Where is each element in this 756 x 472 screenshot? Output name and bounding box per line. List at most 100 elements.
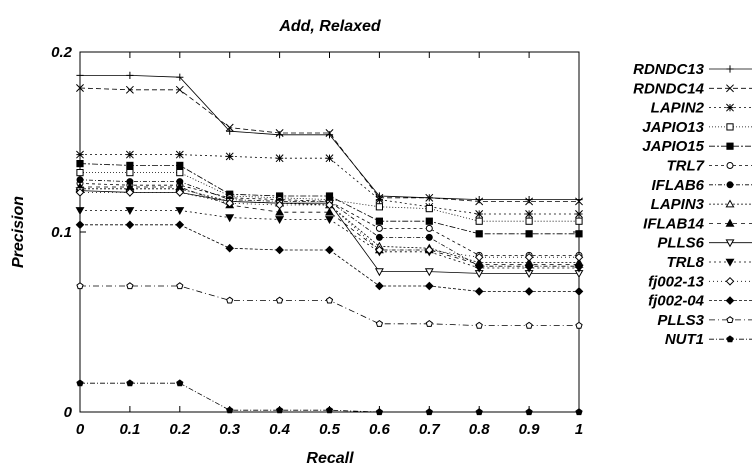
legend-marker: [726, 181, 734, 189]
series-line-plls3: [80, 285, 579, 327]
data-point-lapin2: [375, 195, 384, 204]
legend-marker: [725, 258, 735, 267]
data-point-nut1: [525, 408, 533, 416]
legend-marker: [726, 316, 734, 323]
data-point-lapin2: [325, 154, 334, 163]
data-point-fj002-04: [125, 220, 135, 230]
data-point-plls3: [176, 282, 184, 290]
data-point-iflab6: [425, 233, 433, 241]
legend-label: RDNDC14: [633, 80, 705, 97]
legend-item-japio15: JAPIO15: [642, 138, 752, 155]
data-point-rdndc13: [76, 71, 84, 79]
legend-item-lapin2: LAPIN2: [651, 100, 752, 117]
data-point-nut1: [475, 408, 483, 416]
legend-item-plls6: PLLS6: [657, 235, 752, 252]
data-point-japio13: [375, 203, 383, 211]
legend-item-nut1: NUT1: [665, 331, 752, 348]
data-point-rdndc14: [175, 85, 184, 94]
legend-label: PLLS6: [657, 235, 704, 252]
data-point-fj002-13: [75, 188, 85, 197]
data-point-plls6: [424, 268, 434, 277]
legend-marker: [725, 296, 735, 305]
series-japio15: [76, 160, 583, 238]
legend-item-japio13: JAPIO13: [642, 119, 752, 136]
data-point-plls3: [475, 321, 483, 329]
legend-marker: [726, 142, 734, 150]
data-point-trl8: [574, 264, 584, 273]
data-point-japio13: [126, 169, 134, 177]
data-point-japio15: [475, 230, 483, 238]
legend-item-trl7: TRL7: [667, 158, 752, 175]
data-point-japio13: [575, 217, 583, 225]
legend-item-lapin3: LAPIN3: [651, 196, 752, 213]
data-point-trl7: [425, 224, 433, 232]
series-fj002-04: [75, 220, 584, 296]
data-point-japio15: [126, 161, 134, 170]
legend: RDNDC13 RDNDC14 LAPIN2 JAPIO13 JAPIO15 TRL7 IF…: [633, 61, 752, 348]
data-point-iflab6: [375, 233, 383, 241]
x-tick-label: 0.9: [519, 421, 541, 438]
legend-marker: [726, 123, 734, 131]
chart-title: Add, Relaxed: [278, 18, 382, 35]
legend-item-iflab6: IFLAB6: [652, 177, 752, 194]
data-point-iflab14: [325, 207, 334, 216]
series-line-iflab14: [80, 186, 579, 265]
legend-marker: [726, 65, 734, 73]
legend-marker: [726, 103, 734, 112]
y-axis-label: Precision: [10, 196, 27, 268]
x-tick-label: 0.2: [169, 421, 191, 438]
data-point-nut1: [575, 408, 583, 416]
series-nut1: [76, 379, 583, 416]
data-point-iflab6: [76, 176, 84, 184]
x-tick-label: 0.8: [469, 421, 491, 438]
data-point-trl8: [125, 207, 135, 216]
data-point-japio13: [475, 217, 483, 225]
data-point-fj002-13: [325, 200, 334, 210]
legend-label: fj002-13: [648, 273, 705, 290]
x-tick-label: 0.5: [319, 421, 341, 438]
legend-label: TRL7: [667, 158, 705, 175]
data-point-rdndc14: [275, 129, 284, 137]
y-axis: 0 0.1 0.2: [51, 44, 579, 421]
data-point-trl8: [225, 214, 235, 223]
y-tick-label: 0: [64, 404, 73, 421]
data-point-trl8: [524, 264, 534, 273]
data-point-fj002-13: [275, 200, 284, 210]
legend-label: JAPIO13: [642, 119, 704, 136]
legend-marker: [725, 199, 735, 208]
data-point-fj002-13: [375, 245, 384, 255]
data-point-rdndc14: [575, 197, 583, 206]
data-point-nut1: [76, 379, 84, 387]
data-point-fj002-04: [524, 287, 534, 296]
data-point-plls3: [375, 319, 384, 327]
series-line-lapin2: [80, 154, 579, 215]
series-plls3: [76, 282, 583, 329]
x-axis: 0 0.1 0.2 0.3 0.4 0.5 0.6 0.7 0.8 0.9 1: [76, 52, 583, 438]
data-point-trl8: [175, 207, 185, 216]
data-point-fj002-13: [424, 245, 434, 255]
data-point-fj002-13: [474, 252, 484, 262]
legend-marker: [726, 162, 734, 169]
data-point-fj002-04: [474, 287, 484, 296]
data-point-japio15: [525, 230, 533, 238]
data-point-lapin2: [475, 210, 484, 218]
data-point-rdndc13: [276, 131, 284, 139]
legend-item-rdndc13: RDNDC13: [633, 61, 752, 78]
data-point-plls3: [275, 296, 284, 304]
data-point-fj002-13: [574, 252, 584, 262]
data-point-nut1: [325, 406, 334, 414]
legend-label: PLLS3: [657, 312, 704, 329]
series-rdndc13: [76, 71, 583, 204]
series-trl8: [75, 207, 584, 273]
legend-marker: [726, 84, 734, 93]
series-line-nut1: [80, 382, 579, 413]
data-point-rdndc14: [125, 85, 134, 94]
legend-label: JAPIO15: [642, 138, 704, 155]
data-point-plls3: [126, 282, 134, 290]
y-tick-label: 0.1: [51, 224, 72, 241]
series-line-japio13: [80, 172, 579, 222]
data-point-rdndc14: [525, 197, 534, 206]
data-point-lapin2: [275, 154, 284, 163]
